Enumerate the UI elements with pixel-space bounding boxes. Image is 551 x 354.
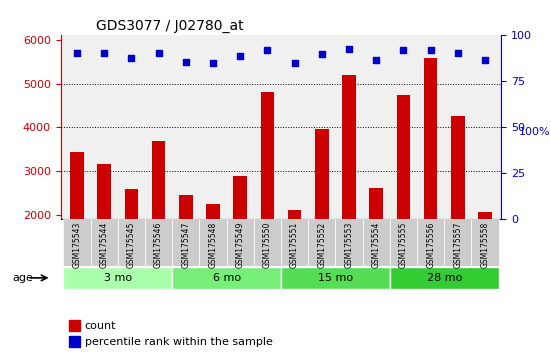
Point [263,47,272,53]
Point [344,46,353,52]
FancyBboxPatch shape [63,267,172,289]
Bar [206,204,220,303]
FancyBboxPatch shape [90,219,118,266]
Bar [451,116,464,303]
FancyBboxPatch shape [172,219,199,266]
Text: age: age [12,273,33,283]
Bar [397,95,410,303]
Point [290,60,299,66]
Bar [69,320,80,331]
Bar [342,75,356,303]
Text: GDS3077 / J02780_at: GDS3077 / J02780_at [96,19,244,33]
Point [181,59,190,64]
FancyBboxPatch shape [199,219,226,266]
Bar [152,142,165,303]
Point [372,57,381,63]
FancyBboxPatch shape [145,219,172,266]
Text: GSM175558: GSM175558 [480,222,490,268]
Text: GSM175555: GSM175555 [399,222,408,268]
FancyBboxPatch shape [308,219,336,266]
Point [426,47,435,53]
Text: GSM175544: GSM175544 [100,222,109,268]
Point [453,51,462,56]
Text: GSM175551: GSM175551 [290,222,299,268]
FancyBboxPatch shape [472,219,499,266]
Point [317,51,326,57]
Y-axis label: 100%: 100% [519,127,550,137]
Bar [98,164,111,303]
Bar [288,210,301,303]
Point [154,50,163,56]
Text: GSM175547: GSM175547 [181,222,190,268]
Point [100,50,109,56]
Bar [234,176,247,303]
FancyBboxPatch shape [336,219,363,266]
Text: GSM175548: GSM175548 [208,222,218,268]
Bar [315,129,328,303]
FancyBboxPatch shape [390,267,499,289]
Bar [69,336,80,347]
Text: GSM175545: GSM175545 [127,222,136,268]
FancyBboxPatch shape [281,267,390,289]
Text: GSM175552: GSM175552 [317,222,326,268]
FancyBboxPatch shape [417,219,444,266]
Text: 3 mo: 3 mo [104,273,132,283]
Point [480,58,489,63]
FancyBboxPatch shape [281,219,308,266]
Bar [369,188,383,303]
FancyBboxPatch shape [63,219,90,266]
FancyBboxPatch shape [254,219,281,266]
FancyBboxPatch shape [444,219,472,266]
Bar [424,58,437,303]
Bar [125,189,138,303]
Text: GSM175546: GSM175546 [154,222,163,268]
FancyBboxPatch shape [118,219,145,266]
Text: GSM175549: GSM175549 [236,222,245,268]
Point [236,53,245,59]
Bar [478,212,492,303]
Point [73,50,82,56]
Point [399,47,408,53]
Text: GSM175557: GSM175557 [453,222,462,268]
Text: percentile rank within the sample: percentile rank within the sample [85,337,273,347]
Text: GSM175550: GSM175550 [263,222,272,268]
Point [127,55,136,61]
Text: 15 mo: 15 mo [318,273,353,283]
Point [209,60,218,65]
FancyBboxPatch shape [363,219,390,266]
Bar [70,152,84,303]
Text: 6 mo: 6 mo [213,273,241,283]
FancyBboxPatch shape [390,219,417,266]
FancyBboxPatch shape [226,219,254,266]
Text: count: count [85,321,116,331]
Text: GSM175556: GSM175556 [426,222,435,268]
Text: GSM175554: GSM175554 [372,222,381,268]
Bar [261,92,274,303]
Text: GSM175553: GSM175553 [344,222,354,268]
Text: GSM175543: GSM175543 [72,222,82,268]
Bar [179,195,193,303]
FancyBboxPatch shape [172,267,281,289]
Text: 28 mo: 28 mo [426,273,462,283]
